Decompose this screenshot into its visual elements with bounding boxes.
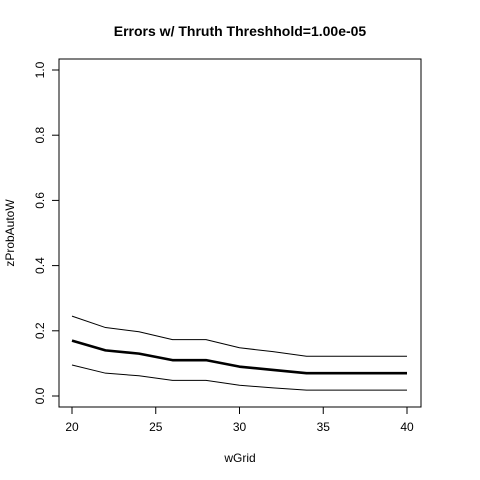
y-tick-label: 0.8 bbox=[33, 127, 47, 144]
x-tick-label: 35 bbox=[317, 420, 331, 434]
x-tick-label: 40 bbox=[400, 420, 414, 434]
x-tick-label: 20 bbox=[65, 420, 79, 434]
y-axis-label: zProbAutoW bbox=[3, 199, 17, 267]
chart-title: Errors w/ Thruth Threshhold=1.00e-05 bbox=[114, 23, 367, 39]
x-axis-label: wGrid bbox=[223, 451, 255, 465]
x-tick-label: 30 bbox=[233, 420, 247, 434]
series-line-upper bbox=[71, 315, 407, 357]
y-tick-label: 0.2 bbox=[33, 322, 47, 339]
x-tick-label: 25 bbox=[149, 420, 163, 434]
series-line-lower bbox=[71, 364, 407, 391]
series-group bbox=[71, 315, 407, 391]
y-tick-label: 1.0 bbox=[33, 61, 47, 78]
x-axis: 20 25 30 35 40 bbox=[65, 406, 414, 434]
y-tick-label: 0.4 bbox=[33, 257, 47, 274]
y-tick-label: 0.0 bbox=[33, 387, 47, 404]
y-tick-label: 0.6 bbox=[33, 192, 47, 209]
y-axis: 0.0 0.2 0.4 0.6 0.8 1.0 bbox=[33, 61, 60, 404]
series-line-mean bbox=[71, 339, 407, 375]
